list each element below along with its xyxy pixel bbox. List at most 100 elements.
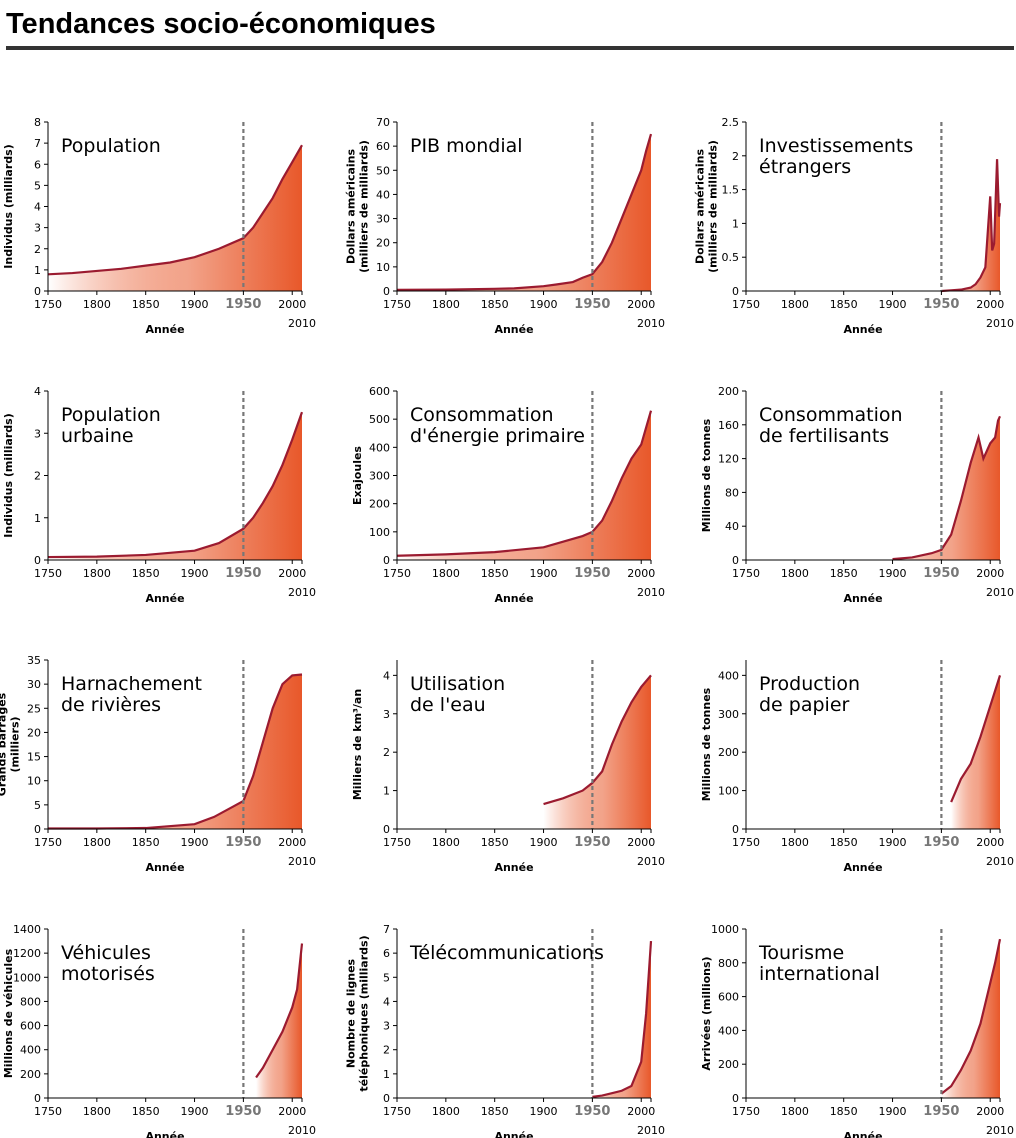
x-tick-label: 1800 <box>83 836 111 849</box>
y-tick-label: 6 <box>383 947 390 960</box>
chart-title: de rivières <box>61 694 161 716</box>
x-tick-label: 1750 <box>383 567 411 580</box>
line <box>396 410 653 557</box>
x-tick-label: 2000 <box>627 567 655 580</box>
y-tick-label: 100 <box>718 785 739 798</box>
chart-title: Véhicules <box>61 942 151 964</box>
y-tick-label: 200 <box>369 498 390 511</box>
y-axis-label: Individus (milliards) <box>2 413 15 537</box>
y-axis-label: Nombre de lignes <box>345 958 358 1068</box>
x-tick-label: 1900 <box>879 836 907 849</box>
x-tick-label: 2010 <box>637 855 665 868</box>
x-tick-label: 1900 <box>181 836 209 849</box>
x-tick-label: 1950 <box>574 566 610 581</box>
x-tick-label: 1850 <box>132 836 160 849</box>
y-tick-label: 1000 <box>711 923 739 936</box>
chart-title: motorisés <box>61 963 155 985</box>
y-tick-label: 1 <box>34 264 41 277</box>
x-tick-label: 1850 <box>132 567 160 580</box>
x-tick-label: 1750 <box>732 298 760 311</box>
chart-title: Consommation <box>759 404 903 426</box>
y-tick-label: 2 <box>383 746 390 759</box>
y-tick-label: 160 <box>718 419 739 432</box>
line <box>940 938 1002 1095</box>
panel: 0 200 400 600 800 1000 1200 1400 1750 1800 1850 190… <box>2 923 316 1138</box>
y-tick-label: 20 <box>376 237 390 250</box>
line <box>396 133 653 291</box>
y-tick-label: 100 <box>369 526 390 539</box>
y-tick-label: 200 <box>20 1068 41 1081</box>
x-tick-label: 1900 <box>530 298 558 311</box>
y-axis-label: (milliers) <box>9 716 22 772</box>
area <box>48 412 302 560</box>
line <box>941 159 1002 293</box>
x-tick-label: 2010 <box>288 1124 316 1137</box>
x-tick-label: 1900 <box>530 567 558 580</box>
x-tick-label: 2000 <box>627 298 655 311</box>
y-tick-label: 0 <box>732 823 739 836</box>
y-tick-label: 1 <box>383 785 390 798</box>
x-tick-label: 1850 <box>481 1105 509 1118</box>
y-tick-label: 400 <box>718 1024 739 1037</box>
x-tick-label: 1750 <box>732 567 760 580</box>
y-axis-label: (milliers de milliards) <box>358 140 371 273</box>
y-tick-label: 1 <box>732 217 739 230</box>
x-axis-label: Année <box>843 592 882 605</box>
y-tick-label: 200 <box>718 385 739 398</box>
y-tick-label: 0 <box>383 823 390 836</box>
chart-title: de papier <box>759 694 850 716</box>
y-tick-label: 0 <box>34 285 41 298</box>
y-tick-label: 4 <box>383 669 390 682</box>
x-tick-label: 1950 <box>225 1104 261 1119</box>
y-tick-label: 600 <box>20 1020 41 1033</box>
y-tick-label: 40 <box>725 520 739 533</box>
x-tick-label: 2000 <box>278 1105 306 1118</box>
y-tick-label: 35 <box>27 654 41 667</box>
x-tick-label: 1950 <box>225 835 261 850</box>
x-tick-label: 2010 <box>637 586 665 599</box>
area <box>256 943 302 1098</box>
y-tick-label: 40 <box>376 188 390 201</box>
y-axis-label: Millions de véhicules <box>2 948 15 1078</box>
x-tick-label: 1800 <box>83 567 111 580</box>
area <box>397 134 651 291</box>
area <box>543 675 651 829</box>
chart-title: PIB mondial <box>410 135 523 157</box>
panel: 0 100 200 300 400 1750 1800 1850 1900 1950 2000 201… <box>700 660 1014 874</box>
panel: 0 10 20 30 40 50 60 70 1750 1800 1850 1900 1950 2000 2… <box>345 116 666 336</box>
x-tick-label: 1850 <box>481 298 509 311</box>
x-tick-label: 2010 <box>288 855 316 868</box>
y-tick-label: 4 <box>383 995 390 1008</box>
x-tick-label: 2010 <box>288 586 316 599</box>
y-tick-label: 0 <box>34 1092 41 1105</box>
x-tick-label: 1750 <box>383 836 411 849</box>
y-tick-label: 0 <box>34 554 41 567</box>
x-tick-label: 1950 <box>574 835 610 850</box>
y-axis-label: Milliers de km³/an <box>351 689 364 800</box>
y-tick-label: 7 <box>34 137 41 150</box>
y-tick-label: 1 <box>34 512 41 525</box>
x-tick-label: 1750 <box>732 836 760 849</box>
y-tick-label: 10 <box>27 775 41 788</box>
y-tick-label: 1 <box>383 1068 390 1081</box>
y-axis-label: Millions de tonnes <box>700 418 713 532</box>
panel: 0 200 400 600 800 1000 1750 1800 1850 1900 1950 200… <box>700 923 1014 1138</box>
panel: 0 1 2 3 4 5 6 7 8 1750 1800 1850 1900 1950 2000 2010 Ann… <box>2 116 316 336</box>
x-tick-label: 1750 <box>34 298 62 311</box>
panel: 0 1 2 3 4 1750 1800 1850 1900 1950 2000 2010 Année In… <box>2 385 316 605</box>
x-tick-label: 1950 <box>574 297 610 312</box>
chart-title: Investissements <box>759 135 913 157</box>
chart-title: de fertilisants <box>759 425 889 447</box>
x-tick-label: 2010 <box>986 317 1014 330</box>
x-tick-label: 2010 <box>986 586 1014 599</box>
y-tick-label: 0 <box>383 285 390 298</box>
y-tick-label: 200 <box>718 1058 739 1071</box>
x-tick-label: 1850 <box>830 298 858 311</box>
chart-title: Population <box>61 404 161 426</box>
y-tick-label: 0.5 <box>722 251 740 264</box>
area <box>48 674 302 829</box>
area <box>941 939 1000 1098</box>
chart-title: urbaine <box>61 425 134 447</box>
